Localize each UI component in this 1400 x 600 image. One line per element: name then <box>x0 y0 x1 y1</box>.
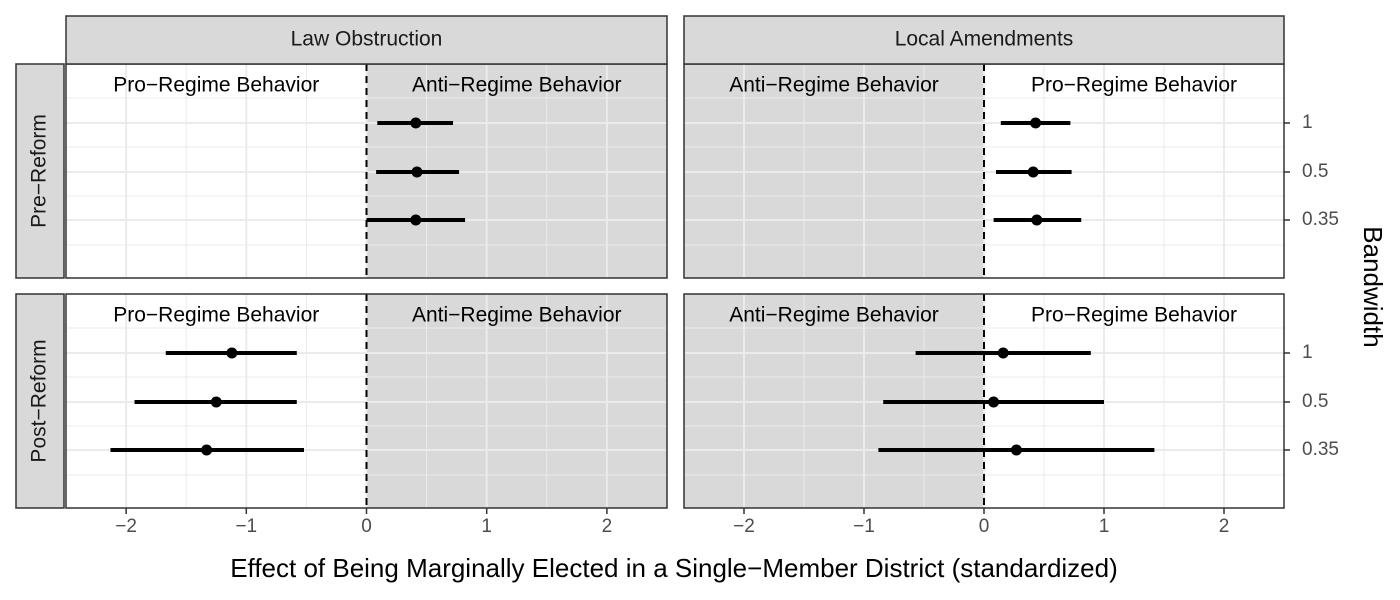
x-tick-label: −1 <box>235 516 257 537</box>
panel-1-1: Anti−Regime Behavior Pro−Regime Behavior <box>683 293 1285 509</box>
point-estimate <box>997 347 1009 359</box>
row-strip-label: Pre−Reform <box>28 114 51 228</box>
region-label-right: Pro−Regime Behavior <box>1031 74 1237 97</box>
region-label-left: Pro−Regime Behavior <box>113 74 319 97</box>
point-estimate <box>210 396 222 408</box>
y-tick-label: 0.5 <box>1302 391 1328 412</box>
x-axis-title: Effect of Being Marginally Elected in a … <box>230 553 1118 583</box>
column-strip-label: Law Obstruction <box>291 28 443 51</box>
column-strip <box>683 15 1285 65</box>
point-estimate <box>1030 117 1042 129</box>
row-strip <box>15 293 65 509</box>
panel-1-0: Anti−Regime Behavior Pro−Regime Behavior <box>683 63 1285 279</box>
y-tick-label: 0.35 <box>1302 439 1339 460</box>
region-label-left: Anti−Regime Behavior <box>729 304 939 327</box>
x-tick-label: 1 <box>481 516 492 537</box>
column-strip-label: Local Amendments <box>895 28 1074 51</box>
x-tick-label: 0 <box>361 516 372 537</box>
x-tick-label: −2 <box>733 516 755 537</box>
point-estimate <box>988 396 1000 408</box>
point-estimate <box>201 444 213 456</box>
region-label-left: Pro−Regime Behavior <box>113 304 319 327</box>
point-estimate <box>1027 166 1039 178</box>
region-label-right: Anti−Regime Behavior <box>412 74 622 97</box>
x-tick-label: 1 <box>1099 516 1110 537</box>
y-tick-label: 1 <box>1302 112 1313 133</box>
row-strip <box>15 63 65 279</box>
x-tick-label: −1 <box>853 516 875 537</box>
y-tick-label: 0.5 <box>1302 161 1328 182</box>
point-estimate <box>411 166 423 178</box>
panel-0-1: Pro−Regime Behavior Anti−Regime Behavior <box>65 293 668 509</box>
strips-layer: Law Obstruction Local Amendments Pre−Refor… <box>15 15 1285 509</box>
panel-0-0: Pro−Regime Behavior Anti−Regime Behavior <box>65 63 668 279</box>
point-estimate <box>226 347 238 359</box>
column-strip <box>65 15 668 65</box>
panels-layer: Pro−Regime Behavior Anti−Regime Behavior A… <box>65 63 1285 509</box>
x-tick-label: 2 <box>1219 516 1230 537</box>
x-tick-label: 0 <box>979 516 990 537</box>
region-label-right: Anti−Regime Behavior <box>412 304 622 327</box>
y-tick-label: 0.35 <box>1302 209 1339 230</box>
point-estimate <box>410 214 422 226</box>
point-estimate <box>410 117 422 129</box>
region-label-left: Anti−Regime Behavior <box>729 74 939 97</box>
axes-layer: −2 −1 0 1 2 −2 −1 0 1 2 1 0.5 0.35 1 0.5 0.35 <box>115 112 1339 537</box>
row-strip-label: Post−Reform <box>28 339 51 462</box>
y-tick-label: 1 <box>1302 342 1313 363</box>
x-tick-label: 2 <box>602 516 613 537</box>
y-axis-title-right: Bandwidth <box>1358 226 1388 347</box>
x-tick-label: −2 <box>115 516 137 537</box>
point-estimate <box>1010 444 1022 456</box>
region-label-right: Pro−Regime Behavior <box>1031 304 1237 327</box>
point-estimate <box>1031 214 1043 226</box>
